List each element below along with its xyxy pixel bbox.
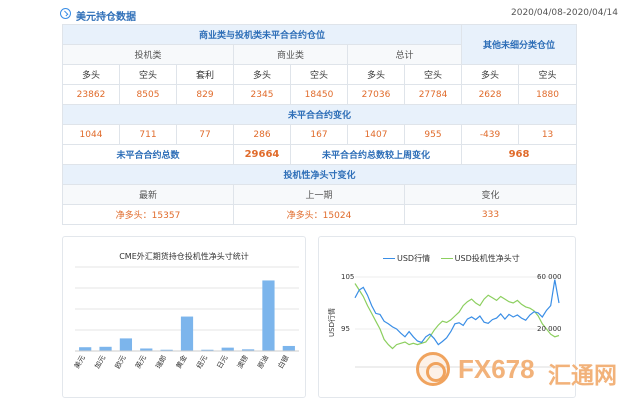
net-col-previous: 上一期 (233, 184, 405, 205)
change-cell: 711 (119, 124, 177, 145)
x-tick-label: 加元 (92, 354, 107, 371)
watermark-text: FX678 (458, 354, 535, 384)
col-header: 多头 (461, 64, 520, 85)
y-right-tick: 60 000 (537, 273, 562, 281)
x-tick-label: 黄金 (174, 354, 189, 371)
x-tick-label: 欧元 (113, 354, 128, 371)
change-cell: 13 (518, 124, 578, 145)
date-range: 2020/04/08-2020/04/14 (511, 8, 618, 18)
column-header-row: 多头 空头 套利 多头 空头 多头 空头 多头 空头 (62, 64, 578, 85)
subgroup-total: 总计 (346, 44, 463, 65)
legend-net-swatch (440, 258, 453, 259)
value-cell: 18450 (290, 84, 348, 105)
bar-chart-title: CME外汇期货持仓投机性净头寸统计 (119, 252, 249, 261)
weekly-change-label: 未平合合约总数较上周变化 (289, 144, 463, 165)
bar (282, 345, 295, 351)
x-tick-label: 英元 (133, 354, 148, 371)
x-tick-label: 原油 (255, 354, 270, 371)
col-header: 空头 (119, 64, 177, 85)
bar-chart: 美元 加元 欧元 英元 瑞郎 黄金 纽元 日元 澳镑 原油 白银 (72, 266, 299, 371)
value-cell: 829 (176, 84, 234, 105)
x-tick-label: 纽元 (194, 354, 209, 371)
watermark-text-cn: 汇通网 (548, 362, 617, 388)
x-tick-label: 白银 (276, 354, 291, 371)
totals-row: 未平合合约总数 29664 未平合合约总数较上周变化 968 (62, 144, 578, 165)
value-cell: 23862 (62, 84, 120, 105)
col-header: 空头 (518, 64, 578, 85)
changes-row: 1044 711 77 286 167 1407 955 -439 13 (62, 124, 578, 145)
col-header: 空头 (403, 64, 463, 85)
col-header: 套利 (176, 64, 234, 85)
value-cell: 8505 (119, 84, 177, 105)
legend-usd[interactable]: USD行情 (383, 254, 430, 263)
value-cell: 1880 (518, 84, 578, 105)
bar (160, 349, 173, 351)
position-table: 商业类与投机类未平合合约仓位 其他未细分类仓位 投机类 商业类 总计 多头 空头… (61, 24, 578, 225)
line-chart-legend: USD行情 USD投机性净头寸 (383, 253, 528, 264)
subgroup-speculative: 投机类 (62, 44, 234, 65)
x-tick-label: 澳镑 (235, 354, 250, 371)
value-cell: 27036 (347, 84, 405, 105)
y-right-tick: 20 000 (537, 325, 562, 333)
net-header-row: 最新 上一期 变化 (62, 184, 578, 205)
bar (262, 280, 275, 351)
value-cell: 27784 (403, 84, 463, 105)
net-section-title: 投机性净头寸变化 (61, 164, 578, 185)
total-value: 29664 (233, 144, 291, 165)
col-header: 空头 (290, 64, 348, 85)
line-chart (354, 276, 560, 368)
bar (221, 347, 234, 351)
page-title: 美元持仓数据 (76, 12, 136, 23)
y-left-tick: 95 (341, 325, 350, 333)
col-header: 多头 (233, 64, 291, 85)
group-other-header: 其他未细分类仓位 (461, 24, 578, 65)
legend-net[interactable]: USD投机性净头寸 (440, 254, 520, 263)
net-previous-value: 净多头：15024 (233, 204, 405, 225)
change-cell: 955 (403, 124, 463, 145)
bar (241, 349, 255, 351)
fx678-logo-icon (416, 352, 450, 386)
total-label: 未平合合约总数 (62, 144, 234, 165)
net-latest-value: 净多头：15357 (62, 204, 234, 225)
change-cell: 167 (290, 124, 348, 145)
x-tick-label: 美元 (72, 354, 87, 371)
net-col-change: 变化 (403, 184, 578, 205)
value-cell: 2345 (233, 84, 291, 105)
net-position-line (354, 283, 560, 350)
bar (201, 349, 214, 351)
net-change-value: 333 (403, 204, 578, 225)
y-left-tick: 105 (341, 273, 355, 281)
change-cell: 286 (233, 124, 291, 145)
bar (140, 348, 153, 351)
change-cell: -439 (461, 124, 520, 145)
net-values-row: 净多头：15357 净多头：15024 333 (62, 204, 578, 225)
change-cell: 77 (176, 124, 234, 145)
bar (79, 347, 92, 351)
values-row: 23862 8505 829 2345 18450 27036 27784 26… (62, 84, 578, 105)
subgroup-commercial: 商业类 (233, 44, 348, 65)
change-section-title: 未平合合约变化 (61, 104, 578, 125)
change-cell: 1044 (62, 124, 120, 145)
legend-usd-label: USD行情 (397, 254, 431, 263)
group-main-header: 商业类与投机类未平合合约仓位 (61, 24, 463, 45)
net-col-latest: 最新 (62, 184, 234, 205)
bar-chart-panel: CME外汇期货持仓投机性净头寸统计 美元 加元 欧元 英元 瑞郎 黄金 纽元 日元 澳镑 原油 白银 (62, 236, 306, 398)
bar (99, 346, 112, 351)
value-cell: 2628 (461, 84, 520, 105)
change-cell: 1407 (347, 124, 405, 145)
usd-price-line (354, 279, 560, 346)
col-header: 多头 (347, 64, 405, 85)
x-tick-label: 日元 (216, 354, 230, 370)
bar (119, 338, 133, 351)
legend-usd-swatch (383, 258, 395, 259)
bar (180, 316, 194, 351)
fx678-watermark-logo: FX678 汇通网 (410, 350, 622, 390)
check-circle-icon (60, 8, 71, 19)
y-left-axis-name: USD行情 (328, 308, 336, 337)
col-header: 多头 (62, 64, 120, 85)
x-tick-label: 瑞郎 (154, 354, 169, 371)
weekly-change-value: 968 (461, 144, 578, 165)
section-header: 美元持仓数据 2020/04/08-2020/04/14 (58, 6, 622, 23)
legend-net-label: USD投机性净头寸 (454, 254, 520, 263)
